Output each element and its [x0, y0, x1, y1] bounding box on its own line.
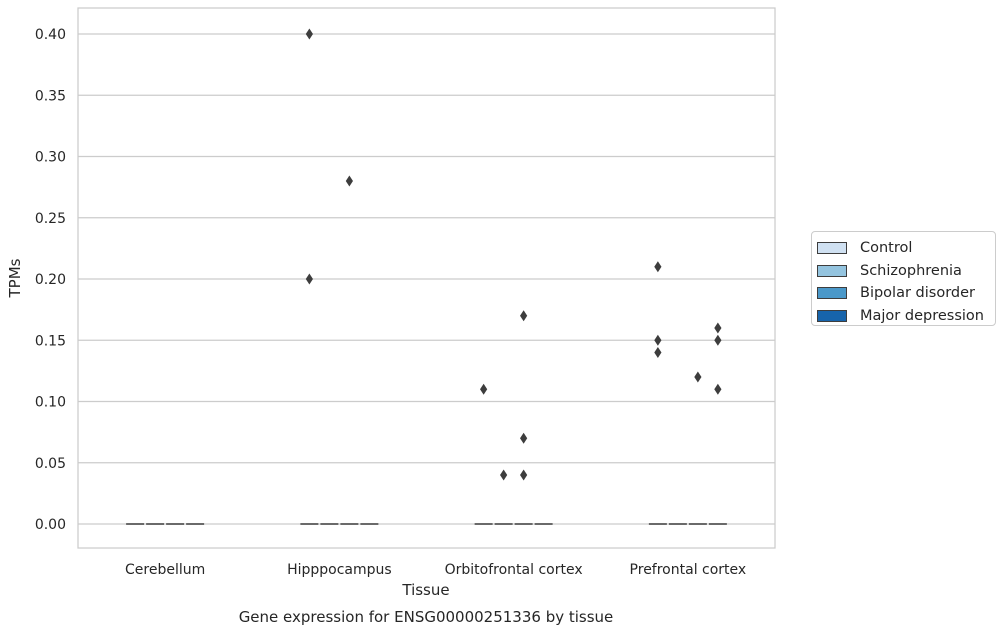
- legend-label-major-depression: Major depression: [860, 307, 984, 324]
- outlier-point: [520, 432, 528, 444]
- legend-swatch-bipolar-disorder: [817, 287, 847, 300]
- gridlines: [78, 33, 775, 525]
- outlier-point: [520, 310, 528, 322]
- y-tick-label: 0.05: [35, 456, 66, 472]
- legend-label-schizophrenia: Schizophrenia: [860, 262, 962, 279]
- outlier-point: [345, 175, 353, 187]
- y-tick-label: 0.35: [35, 88, 66, 104]
- outlier-point: [500, 469, 508, 481]
- outlier-point: [714, 383, 722, 395]
- x-tick-label: Prefrontal cortex: [630, 562, 747, 578]
- y-tick-label: 0.00: [35, 517, 66, 533]
- legend-label-bipolar-disorder: Bipolar disorder: [860, 285, 975, 302]
- y-tick-labels: 0.00 0.05 0.10 0.15 0.20 0.25 0.30 0.35 0.40: [35, 27, 66, 533]
- legend-item-bipolar-disorder: Bipolar disorder: [817, 282, 995, 305]
- plot-frame: [77, 7, 776, 549]
- y-tick-label: 0.15: [35, 333, 66, 349]
- outlier-point: [305, 273, 313, 285]
- outlier-point: [714, 334, 722, 346]
- legend-swatch-major-depression: [817, 309, 847, 322]
- y-tick-label: 0.40: [35, 27, 66, 43]
- outlier-point: [654, 334, 662, 346]
- y-tick-label: 0.20: [35, 272, 66, 288]
- legend: Control Schizophrenia Bipolar disorder M…: [811, 231, 996, 326]
- legend-label-control: Control: [860, 240, 913, 257]
- y-axis-label: TPMs: [6, 258, 24, 298]
- outlier-point: [480, 383, 488, 395]
- y-tick-label: 0.30: [35, 150, 66, 166]
- outlier-point: [714, 322, 722, 334]
- outlier-point: [520, 469, 528, 481]
- x-tick-labels: Cerebellum Hipppocampus Orbitofrontal cort…: [125, 562, 746, 578]
- x-tick-label: Hipppocampus: [287, 562, 392, 578]
- outlier-point: [305, 28, 313, 40]
- chart-title: Gene expression for ENSG00000251336 by t…: [239, 608, 614, 626]
- y-tick-label: 0.10: [35, 395, 66, 411]
- legend-item-major-depression: Major depression: [817, 305, 995, 328]
- outlier-point: [694, 371, 702, 383]
- x-tick-label: Cerebellum: [125, 562, 205, 578]
- legend-swatch-control: [817, 242, 847, 255]
- legend-item-control: Control: [817, 237, 995, 260]
- y-tick-label: 0.25: [35, 211, 66, 227]
- legend-item-schizophrenia: Schizophrenia: [817, 260, 995, 283]
- outlier-point: [654, 347, 662, 358]
- outlier-points: [305, 28, 722, 481]
- outlier-point: [654, 261, 662, 273]
- x-axis-label: Tissue: [401, 581, 449, 599]
- legend-swatch-schizophrenia: [817, 264, 847, 277]
- x-tick-label: Orbitofrontal cortex: [445, 562, 583, 578]
